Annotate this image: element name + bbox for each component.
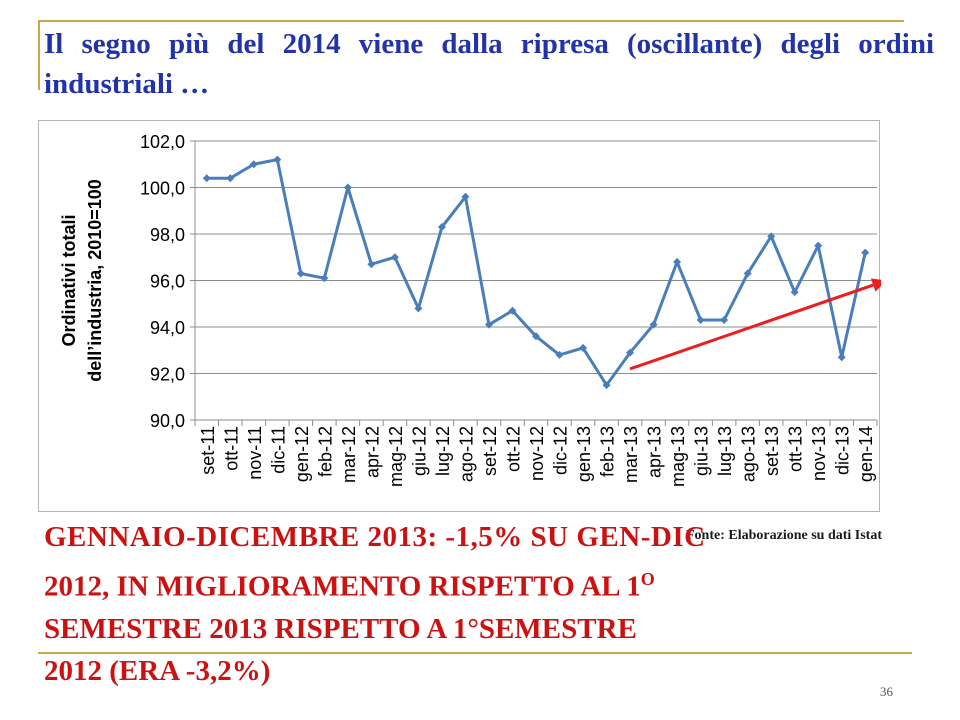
data-point bbox=[273, 155, 282, 164]
data-point bbox=[249, 160, 258, 169]
x-tick-label: lug-12 bbox=[433, 426, 453, 476]
y-tick-label: 98,0 bbox=[150, 225, 185, 245]
x-tick-label: gen-14 bbox=[856, 426, 876, 482]
data-point bbox=[226, 174, 235, 183]
data-point bbox=[814, 241, 823, 250]
x-tick-label: mag-13 bbox=[668, 426, 688, 487]
x-tick-label: dic-12 bbox=[551, 426, 571, 475]
slide-title: Il segno più del 2014 viene dalla ripres… bbox=[44, 28, 934, 100]
x-tick-label: set-13 bbox=[762, 426, 782, 476]
x-tick-label: mag-12 bbox=[386, 426, 406, 487]
data-markers bbox=[202, 155, 870, 390]
data-point bbox=[484, 320, 493, 329]
y-tick-label: 90,0 bbox=[150, 411, 185, 431]
data-point bbox=[367, 260, 376, 269]
x-tick-label: ott-12 bbox=[503, 426, 523, 472]
data-point bbox=[767, 232, 776, 241]
data-point bbox=[508, 306, 517, 315]
title-rule-left bbox=[38, 20, 40, 90]
summary-line-2-text: 2012, IN MIGLIORAMENTO RISPETTO AL 1 bbox=[44, 570, 641, 603]
x-tick-label: set-12 bbox=[480, 426, 500, 476]
data-point bbox=[555, 350, 564, 359]
x-tick-label: feb-12 bbox=[315, 426, 335, 477]
x-tick-labels: set-11 ott-11 nov-11 dic-11 gen-12 feb-12 mar-… bbox=[198, 426, 876, 487]
data-point bbox=[532, 332, 540, 341]
summary-line-4: 2012 (ERA -3,2%) bbox=[44, 654, 271, 687]
data-point bbox=[649, 320, 658, 329]
data-point bbox=[602, 381, 611, 390]
x-tick-label: giu-13 bbox=[692, 426, 712, 476]
y-tick-label: 94,0 bbox=[150, 318, 185, 338]
x-tick-label: lug-13 bbox=[715, 426, 735, 476]
x-tick-label: nov-11 bbox=[245, 426, 265, 480]
title-rule-top bbox=[38, 20, 904, 22]
x-tick-label: apr-12 bbox=[362, 426, 382, 478]
series-line bbox=[206, 158, 867, 387]
x-tick-label: ott-11 bbox=[221, 426, 241, 471]
data-point bbox=[579, 343, 588, 352]
x-tick-label: nov-12 bbox=[527, 426, 547, 481]
data-point bbox=[461, 192, 470, 201]
x-tick-label: mar-13 bbox=[621, 426, 641, 483]
x-tick-label: feb-13 bbox=[598, 426, 618, 477]
y-axis-title-line: Ordinativi totali bbox=[59, 214, 79, 346]
x-tick-label: nov-13 bbox=[809, 426, 829, 481]
x-tick-label: giu-12 bbox=[409, 426, 429, 476]
data-point bbox=[343, 183, 352, 192]
y-tick-label: 92,0 bbox=[150, 365, 185, 385]
trend-arrow-shaft bbox=[629, 283, 874, 371]
data-point bbox=[720, 316, 729, 325]
source-note: Fonte: Elaborazione su dati Istat bbox=[686, 528, 882, 543]
data-point bbox=[296, 269, 305, 278]
y-tick-label: 96,0 bbox=[150, 272, 185, 292]
y-tick-label: 100,0 bbox=[140, 179, 185, 199]
data-point bbox=[790, 288, 799, 297]
x-tick-label: ago-13 bbox=[739, 426, 759, 482]
grid-lines bbox=[195, 140, 877, 374]
chart-frame: 90,0 92,0 94,0 96,0 98,0 100,0 102,0 set-11 ott… bbox=[38, 120, 881, 512]
y-tick-labels: 90,0 92,0 94,0 96,0 98,0 100,0 102,0 bbox=[140, 132, 185, 431]
trend-arrow-head bbox=[870, 278, 881, 292]
summary-line-2: 2012, IN MIGLIORAMENTO RISPETTO AL 1O bbox=[44, 558, 914, 608]
x-tick-label: mar-12 bbox=[339, 426, 359, 483]
x-tick-label: ott-13 bbox=[786, 426, 806, 472]
x-tick-label: dic-11 bbox=[268, 426, 288, 474]
data-point bbox=[320, 274, 329, 283]
x-tick-label: ago-12 bbox=[456, 426, 476, 482]
summary-line-2-superscript: O bbox=[640, 569, 655, 589]
data-point bbox=[437, 223, 446, 232]
data-point bbox=[414, 304, 423, 313]
data-point bbox=[202, 174, 211, 183]
series-line-path bbox=[206, 158, 867, 387]
y-tick-label: 102,0 bbox=[140, 132, 185, 152]
y-axis-title-line: dell’industria, 2010=100 bbox=[85, 179, 105, 382]
data-point bbox=[626, 348, 635, 357]
trend-arrow bbox=[629, 278, 881, 371]
data-point bbox=[743, 269, 752, 278]
data-point bbox=[861, 248, 870, 257]
x-tick-label: apr-13 bbox=[645, 426, 665, 478]
data-point bbox=[673, 257, 682, 266]
axes bbox=[190, 140, 878, 426]
summary-text: GENNAIO-DICEMBRE 2013: -1,5% SU GEN-DIC … bbox=[44, 516, 914, 692]
data-point bbox=[390, 253, 399, 262]
x-tick-label: set-11 bbox=[198, 426, 218, 475]
x-tick-label: gen-13 bbox=[574, 426, 594, 482]
summary-line-3: SEMESTRE 2013 RISPETTO A 1°SEMESTRE bbox=[44, 612, 637, 645]
x-tick-label: dic-13 bbox=[833, 426, 853, 475]
bottom-rule bbox=[38, 652, 912, 654]
data-point bbox=[696, 316, 705, 325]
data-point bbox=[837, 353, 846, 362]
page-number: 36 bbox=[880, 684, 893, 699]
x-tick-label: gen-12 bbox=[292, 426, 312, 482]
summary-line-1: GENNAIO-DICEMBRE 2013: -1,5% SU GEN-DIC bbox=[44, 521, 706, 553]
y-axis-label: Ordinativi totali dell’industria, 2010=10… bbox=[59, 179, 105, 382]
